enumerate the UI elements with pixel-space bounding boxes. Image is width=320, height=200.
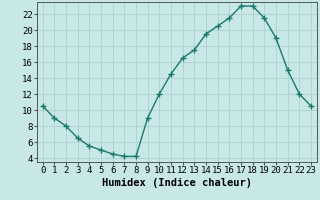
- X-axis label: Humidex (Indice chaleur): Humidex (Indice chaleur): [102, 178, 252, 188]
